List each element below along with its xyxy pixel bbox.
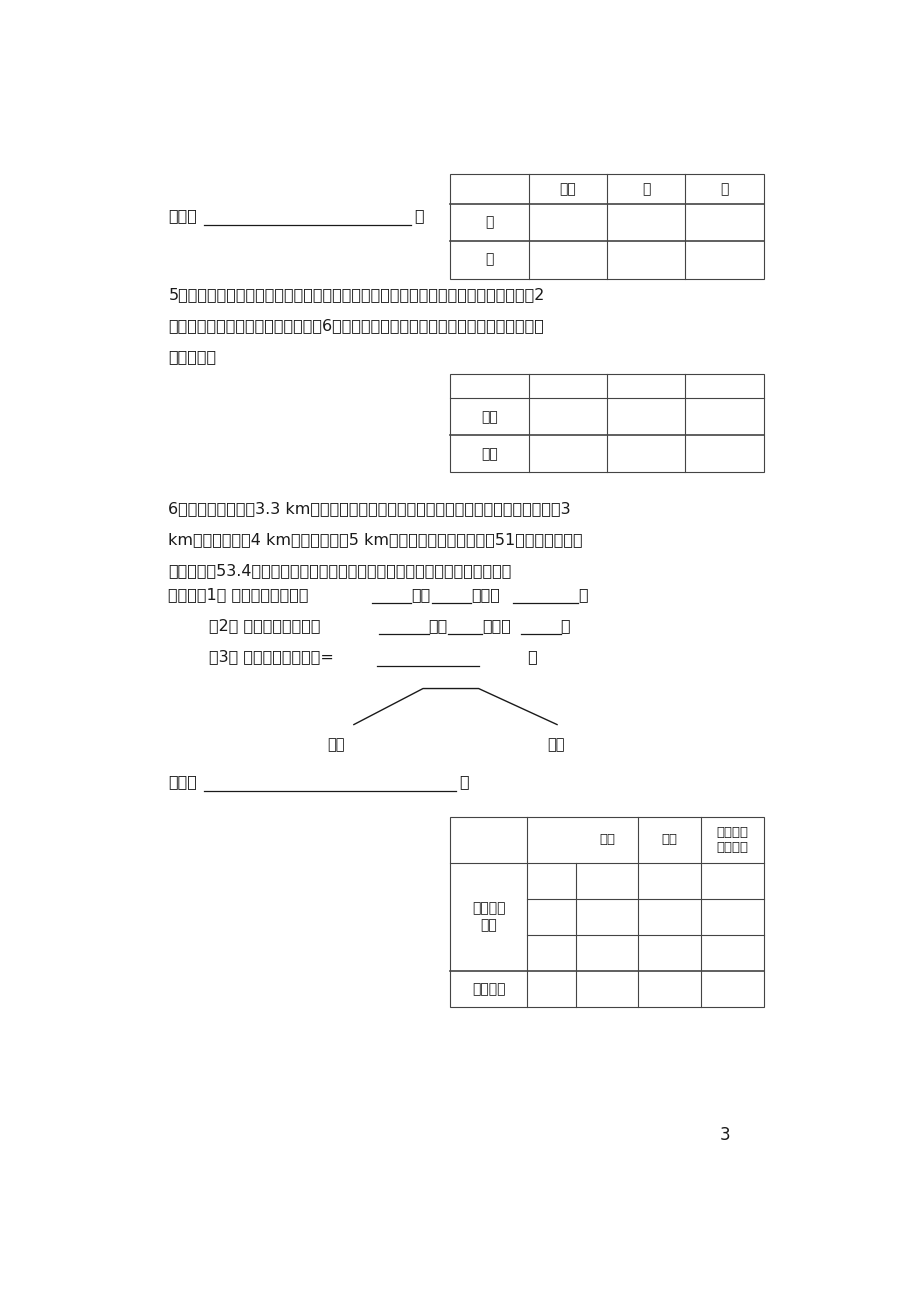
- Text: 6、甲地到乙地全程3.3 km，一段路上坡，一段平路，一段下坡。如果保持上坡每小时3: 6、甲地到乙地全程3.3 km，一段路上坡，一段平路，一段下坡。如果保持上坡每小…: [168, 500, 571, 516]
- Text: 追及: 追及: [481, 447, 497, 460]
- Text: 3: 3: [719, 1126, 729, 1144]
- Text: 解：设: 解：设: [168, 208, 198, 224]
- Text: 。: 。: [459, 774, 469, 789]
- Text: 每段路程
所用时间: 每段路程 所用时间: [716, 826, 748, 854]
- Text: 从乙地返: 从乙地返: [471, 982, 505, 996]
- Text: （2） 从乙地到甲地：先: （2） 从乙地到甲地：先: [168, 618, 321, 633]
- Text: 头: 头: [641, 182, 650, 196]
- Bar: [449, 374, 763, 472]
- Text: 只数: 只数: [559, 182, 575, 196]
- Text: 脚: 脚: [720, 182, 728, 196]
- Text: 。: 。: [414, 208, 424, 224]
- Text: 鸡: 鸡: [484, 216, 493, 230]
- Text: 乙地: 乙地: [546, 737, 563, 753]
- Text: 甲地: 甲地: [327, 737, 345, 753]
- Text: 。: 。: [578, 586, 587, 602]
- Text: 速度: 速度: [598, 833, 614, 846]
- Text: ，最后: ，最后: [471, 586, 500, 602]
- Text: ，再: ，再: [411, 586, 430, 602]
- Text: 。: 。: [482, 649, 538, 664]
- Text: 解：设: 解：设: [168, 774, 198, 789]
- Text: 甲地需要行53.4分钟。求从甲地到乙地时上坡、平路、下坡的路程各是多少？: 甲地需要行53.4分钟。求从甲地到乙地时上坡、平路、下坡的路程各是多少？: [168, 563, 511, 578]
- Text: 5、甲、乙两人以不变的速度在一环形路上跑步，如果同时同地出发。相向而行，每陠2: 5、甲、乙两人以不变的速度在一环形路上跑步，如果同时同地出发。相向而行，每陠2: [168, 286, 544, 302]
- Text: 从甲地到
乙地: 从甲地到 乙地: [471, 901, 505, 932]
- Text: 分析：（1） 从甲地到乙地：先: 分析：（1） 从甲地到乙地：先: [168, 586, 309, 602]
- Text: （3） 甲、乙两地的全程=: （3） 甲、乙两地的全程=: [168, 649, 334, 664]
- Text: ，再: ，再: [428, 618, 448, 633]
- Text: 跑多少圈？: 跑多少圈？: [168, 348, 216, 364]
- Text: km，平路每小时4 km，下坡每小时5 km，那么从甲地到乙需要行51分钟，从乙地到: km，平路每小时4 km，下坡每小时5 km，那么从甲地到乙需要行51分钟，从乙…: [168, 532, 583, 547]
- Bar: [449, 174, 763, 280]
- Text: 。: 。: [560, 618, 570, 633]
- Text: 兔: 兔: [484, 252, 493, 266]
- Bar: [449, 816, 763, 1006]
- Text: 相遇: 相遇: [481, 410, 497, 424]
- Text: 分钟相遇一次；如果同向而行，每陠6分钟相遇一次。已知甲比乙跑得快，甲乙每分钟各: 分钟相遇一次；如果同向而行，每陠6分钟相遇一次。已知甲比乙跑得快，甲乙每分钟各: [168, 317, 544, 333]
- Text: ，最后: ，最后: [482, 618, 511, 633]
- Text: 路程: 路程: [661, 833, 677, 846]
